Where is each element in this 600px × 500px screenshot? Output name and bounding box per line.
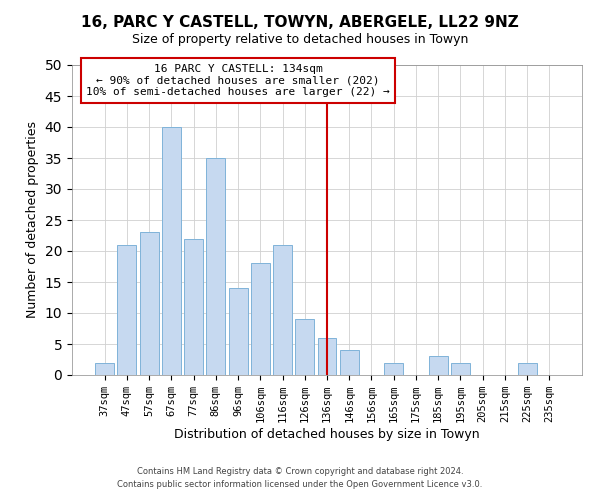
Bar [273, 245, 292, 375]
Bar [251, 264, 270, 375]
Bar [184, 238, 203, 375]
X-axis label: Distribution of detached houses by size in Towyn: Distribution of detached houses by size … [174, 428, 480, 441]
Text: 16, PARC Y CASTELL, TOWYN, ABERGELE, LL22 9NZ: 16, PARC Y CASTELL, TOWYN, ABERGELE, LL2… [81, 15, 519, 30]
Bar [229, 288, 248, 375]
Bar [429, 356, 448, 375]
Text: Contains HM Land Registry data © Crown copyright and database right 2024.
Contai: Contains HM Land Registry data © Crown c… [118, 468, 482, 489]
Bar [340, 350, 359, 375]
Bar [118, 245, 136, 375]
Bar [206, 158, 225, 375]
Bar [384, 362, 403, 375]
Bar [295, 319, 314, 375]
Bar [162, 127, 181, 375]
Bar [317, 338, 337, 375]
Text: 16 PARC Y CASTELL: 134sqm
← 90% of detached houses are smaller (202)
10% of semi: 16 PARC Y CASTELL: 134sqm ← 90% of detac… [86, 64, 390, 97]
Text: Size of property relative to detached houses in Towyn: Size of property relative to detached ho… [132, 32, 468, 46]
Bar [140, 232, 158, 375]
Y-axis label: Number of detached properties: Number of detached properties [26, 122, 39, 318]
Bar [518, 362, 536, 375]
Bar [95, 362, 114, 375]
Bar [451, 362, 470, 375]
